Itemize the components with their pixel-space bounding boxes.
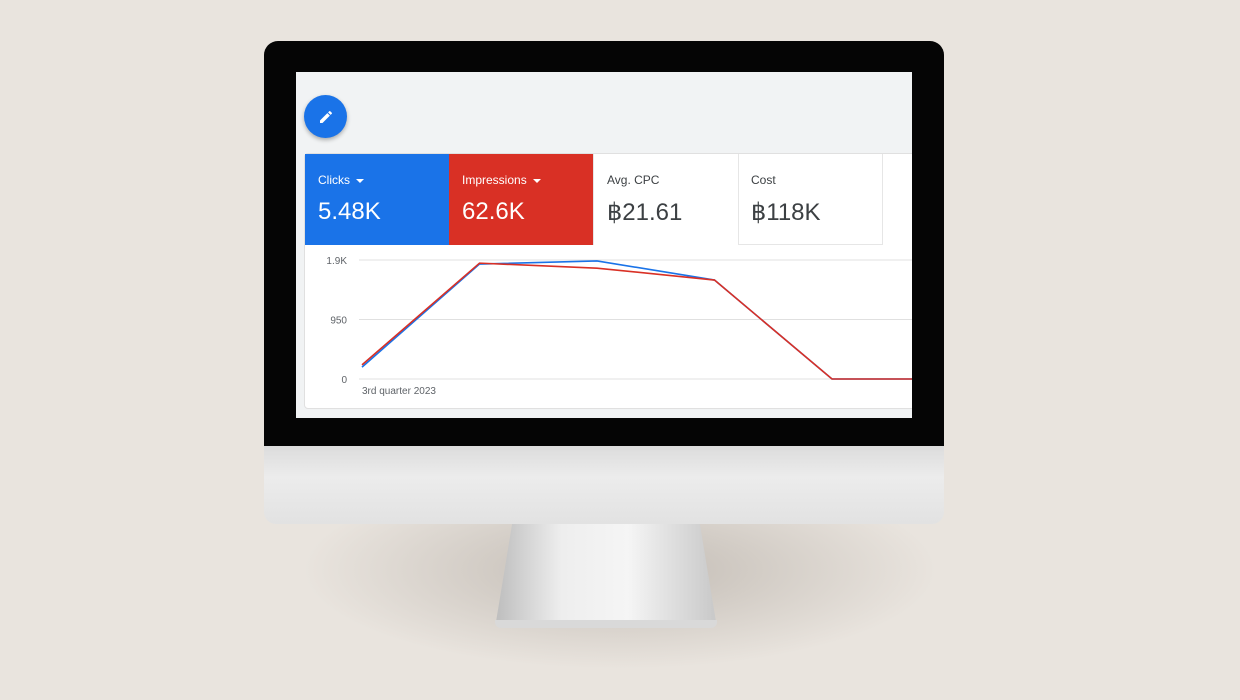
y-tick-label: 1.9K (326, 256, 347, 267)
metric-tile-cost[interactable]: Cost ฿118K (738, 154, 883, 245)
performance-card: Clicks 5.48K Impressions 62.6K Avg. CPC … (304, 153, 912, 409)
y-tick-label: 0 (341, 375, 347, 386)
caret-down-icon[interactable] (356, 178, 364, 183)
y-tick-label: 950 (330, 316, 347, 327)
metric-value: 62.6K (462, 198, 525, 225)
metric-tile-impressions[interactable]: Impressions 62.6K (449, 154, 594, 245)
monitor-stand (495, 520, 717, 628)
metric-value: ฿118K (751, 199, 821, 226)
metric-label: Avg. CPC (607, 173, 660, 187)
metric-label: Clicks (318, 173, 350, 187)
metric-tile-clicks[interactable]: Clicks 5.48K (305, 154, 450, 245)
series-line-1 (361, 262, 912, 380)
caret-down-icon[interactable] (532, 178, 541, 183)
pencil-icon (319, 110, 332, 123)
metric-tile-avg-cpc[interactable]: Avg. CPC ฿21.61 (594, 154, 739, 245)
monitor-chin (264, 446, 944, 524)
metric-value: 5.48K (318, 198, 381, 225)
x-tick-label: 3rd quarter 2023 (362, 386, 436, 397)
line-chart: 0 950 1.9K 3rd quarter 2023 (326, 256, 912, 397)
screen: Clicks 5.48K Impressions 62.6K Avg. CPC … (296, 72, 912, 418)
monitor-stand-base (495, 620, 717, 628)
metric-label: Impressions (462, 173, 527, 187)
edit-button[interactable] (304, 95, 347, 138)
metric-label: Cost (751, 173, 776, 187)
metric-value: ฿21.61 (607, 199, 683, 226)
